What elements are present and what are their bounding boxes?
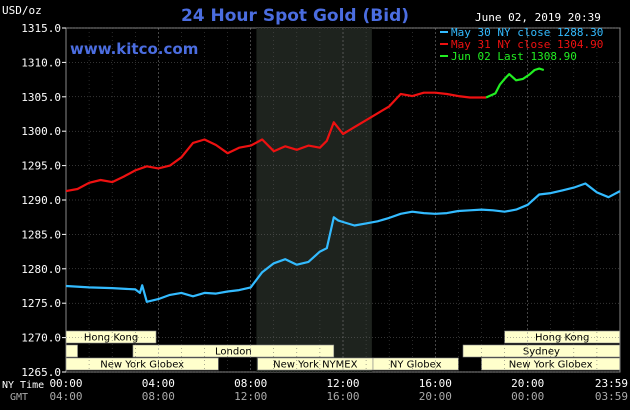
session-label: Hong Kong (84, 333, 138, 344)
x-tick-label-gmt: 00:00 (511, 390, 544, 403)
y-axis-ticks: 1265.0 1270.0 1275.0 1280.0 1285.0 1290.0 1295… (21, 22, 66, 379)
y-tick-label: 1315.0 (21, 22, 61, 35)
session-label: NY Globex (390, 360, 442, 371)
x-tick-label-gmt: 04:00 (49, 390, 82, 403)
x-tick-label-ny: 12:00 (326, 377, 359, 390)
series-line-3 (485, 67, 545, 99)
legend-label: May 30 NY close 1288.30 (451, 26, 603, 39)
x-tick-label-gmt: 08:00 (142, 390, 175, 403)
x-tick-label-gmt: 16:00 (326, 390, 359, 403)
ny-time-row-label: NY Time (2, 380, 44, 391)
series-line-2 (65, 91, 487, 193)
y-tick-label: 1275.0 (21, 297, 61, 310)
x-tick-label-ny: 20:00 (511, 377, 544, 390)
x-tick-label-ny: 08:00 (234, 377, 267, 390)
session-bar (65, 330, 157, 344)
y-tick-label: 1270.0 (21, 332, 61, 345)
x-tick-label-gmt: 03:59 (595, 390, 628, 403)
chart-title: 24 Hour Spot Gold (Bid) (181, 6, 409, 26)
series-line-1 (65, 182, 621, 303)
price-series (65, 67, 621, 303)
x-tick-label-gmt: 20:00 (419, 390, 452, 403)
y-tick-label: 1305.0 (21, 91, 61, 104)
date-label: June 02, 2019 20:39 (475, 11, 601, 24)
x-tick-label-ny: 16:00 (419, 377, 452, 390)
session-label: London (215, 347, 252, 358)
session-bar (462, 344, 621, 358)
session-label: Sydney (523, 347, 560, 358)
y-tick-label: 1280.0 (21, 263, 61, 276)
y-tick-label: 1300.0 (21, 125, 61, 138)
legend-label: May 31 NY close 1304.90 (451, 38, 603, 51)
y-tick-label: 1285.0 (21, 228, 61, 241)
session-bar (132, 344, 335, 358)
x-tick-label-gmt: 12:00 (234, 390, 267, 403)
y-tick-label: 1310.0 (21, 56, 61, 69)
session-label: New York Globex (100, 360, 184, 371)
y-tick-label: 1265.0 (21, 366, 61, 379)
nymex-session-band (256, 28, 372, 372)
session-bar (65, 344, 78, 358)
session-label: New York NYMEX (273, 360, 358, 371)
x-tick-label-ny: 00:00 (49, 377, 82, 390)
x-tick-label-ny: 04:00 (142, 377, 175, 390)
y-unit-label: USD/oz (2, 4, 42, 17)
session-label: Hong Kong (535, 333, 589, 344)
x-tick-label-ny: 23:59 (595, 377, 628, 390)
trading-sessions: Hong Kong Hong Kong London Sydney New York G… (65, 330, 621, 371)
y-tick-label: 1290.0 (21, 194, 61, 207)
gmt-row-label: GMT (10, 392, 28, 403)
session-bar (65, 357, 219, 371)
website-label: www.kitco.com (70, 40, 198, 58)
grid-lines (66, 27, 620, 373)
y-tick-label: 1295.0 (21, 160, 61, 173)
legend-label: Jun 02 Last 1308.90 (451, 50, 577, 63)
x-axis-ticks: 00:0004:0004:0008:0008:0012:0012:0016:00… (49, 377, 628, 403)
